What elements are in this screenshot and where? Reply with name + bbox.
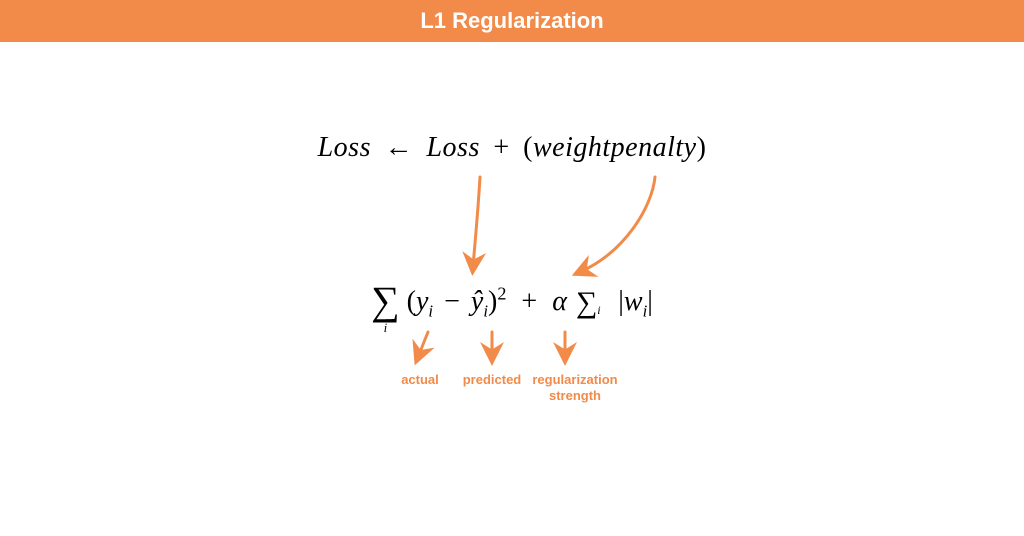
label-predicted: predicted <box>460 372 524 388</box>
eq1-penalty: weightpenalty <box>533 132 697 163</box>
eq2-minus: − <box>444 286 460 317</box>
equation-bottom: ∑i (yi − ŷi)2 + α ∑i |wi| <box>0 277 1024 324</box>
label-reg: regularization strength <box>530 372 620 403</box>
eq1-loss-left: Loss <box>318 132 371 163</box>
eq2-close: ) <box>488 286 497 317</box>
sigma-small-sub: i <box>597 303 600 318</box>
eq2-squared: 2 <box>497 284 506 304</box>
eq1-close-paren: ) <box>697 132 707 163</box>
sigma-large: ∑i <box>371 277 400 324</box>
eq2-y-sub: i <box>428 302 433 321</box>
sigma-large-sub: i <box>384 320 388 336</box>
content-area: Loss ← Loss + (weightpenalty) ∑i (yi − ŷ… <box>0 42 1024 536</box>
eq2-w: w <box>624 286 643 317</box>
left-arrow-symbol: ← <box>384 132 413 163</box>
eq2-alpha: α <box>552 286 567 317</box>
equation-top: Loss ← Loss + (weightpenalty) <box>0 132 1024 164</box>
eq2-bar2: | <box>647 286 653 317</box>
eq2-plus: + <box>521 286 537 317</box>
eq1-open-paren: ( <box>523 132 533 163</box>
header-bar: L1 Regularization <box>0 0 1024 42</box>
label-actual: actual <box>398 372 442 388</box>
eq2-y: y <box>416 286 428 317</box>
eq2-yhat: ŷ <box>471 286 483 317</box>
sigma-small: ∑i <box>576 286 597 320</box>
eq2-open: ( <box>407 286 416 317</box>
page-title: L1 Regularization <box>420 8 603 34</box>
eq1-loss-right: Loss <box>426 132 479 163</box>
eq1-plus: + <box>493 132 509 163</box>
